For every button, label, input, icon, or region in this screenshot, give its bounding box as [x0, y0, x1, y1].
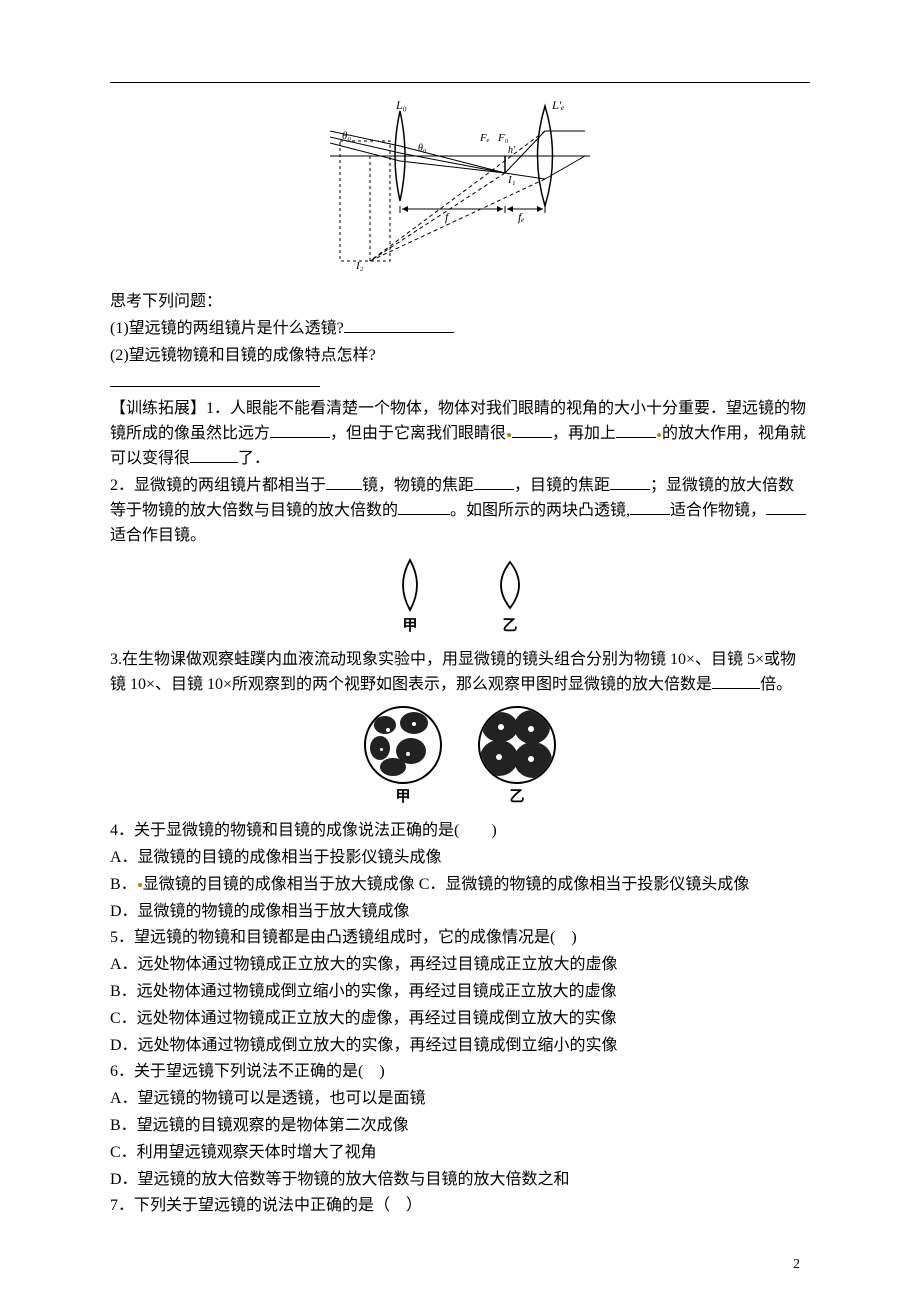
lens-jia: 甲: [388, 557, 432, 638]
label-h: h': [508, 145, 516, 156]
t2f: 适合作物镜，: [670, 502, 766, 519]
blank: [344, 317, 454, 333]
label-Le: L'ₑ: [551, 101, 564, 112]
blank: [616, 422, 656, 438]
train2: 2．显微镜的两组镜片都相当于镜，物镜的焦距，目镜的焦距；显微镜的放大倍数等于物镜…: [110, 474, 810, 549]
t2g: 适合作目镜。: [110, 527, 206, 544]
q7: 7．下列关于望远镜的说法中正确的是（ ）: [110, 1194, 810, 1219]
q3b: 倍。: [760, 676, 792, 693]
blank: [712, 673, 760, 689]
blank: [110, 370, 320, 386]
view-label-jia: 甲: [395, 786, 410, 809]
t2a: 2．显微镜的两组镜片都相当于: [110, 477, 326, 494]
dot-icon: [657, 433, 661, 437]
q4D: D．显微镜的物镜的成像相当于放大镜成像: [110, 900, 810, 925]
blank: [630, 499, 670, 515]
think-heading: 思考下列问题：: [110, 290, 810, 315]
q1-1: (1)望远镜的两组镜片是什么透镜?: [110, 317, 810, 342]
q6D: D．望远镜的放大倍数等于物镜的放大倍数与目镜的放大倍数之和: [110, 1168, 810, 1193]
dot-icon: [138, 883, 142, 887]
telescope-svg: L₀ L'ₑ Fₑ F₀ h' I₁ I₂ θ₀ θ₀ f fₑ: [330, 101, 590, 271]
label-I1: I₁: [507, 174, 516, 186]
view-label-yi: 乙: [509, 786, 524, 809]
blank: [326, 474, 362, 490]
t2b: 镜，物镜的焦距: [362, 477, 474, 494]
blank: [190, 447, 238, 463]
lens-figure: 甲 乙: [110, 557, 810, 638]
t1c: ，再加上: [552, 425, 616, 442]
q5: 5．望远镜的物镜和目镜都是由凸透镜组成时，它的成像情况是( ): [110, 926, 810, 951]
blank: [270, 422, 330, 438]
q1-2-blank-line: [110, 370, 810, 395]
blank: [610, 474, 650, 490]
t2e: 。如图所示的两块凸透镜,: [450, 502, 630, 519]
label-theta0b: θ₀: [418, 143, 427, 154]
view-yi: 乙: [478, 706, 556, 809]
lens-yi: 乙: [488, 557, 532, 638]
top-rule: [110, 82, 810, 83]
q6: 6．关于望远镜下列说法不正确的是( ): [110, 1060, 810, 1085]
q4A: A．显微镜的目镜的成像相当于投影仪镜头成像: [110, 846, 810, 871]
dot-icon: [507, 433, 511, 437]
blank: [766, 499, 806, 515]
train1: 【训练拓展】1．人眼能不能看清楚一个物体，物体对我们眼睛的视角的大小十分重要．望…: [110, 397, 810, 472]
microscope-views: 甲 乙: [110, 706, 810, 809]
lens-label-jia: 甲: [402, 615, 417, 638]
q5D: D．远处物体通过物镜成倒立放大的实像，再经过目镜成倒立缩小的实像: [110, 1034, 810, 1059]
train-label: 【训练拓展】: [110, 400, 206, 417]
label-I2: I₂: [355, 260, 364, 271]
label-F0: F₀: [497, 132, 509, 144]
q1-1-text: (1)望远镜的两组镜片是什么透镜?: [110, 320, 344, 337]
q6A: A．望远镜的物镜可以是透镜，也可以是面镜: [110, 1087, 810, 1112]
q4BC: B． 显微镜的目镜的成像相当于放大镜成像 C．显微镜的物镜的成像相当于投影仪镜头成…: [110, 873, 810, 898]
lens-label-yi: 乙: [502, 615, 517, 638]
q6C: C．利用望远镜观察天体时增大了视角: [110, 1141, 810, 1166]
q3a: 3.在生物课做观察蛙蹼内血液流动现象实验中，用显微镜的镜头组合分别为物镜 10×…: [110, 651, 796, 693]
q5A: A．远处物体通过物镜成正立放大的实像，再经过目镜成正立放大的虚像: [110, 953, 810, 978]
label-L0: L₀: [395, 101, 407, 112]
label-f: f: [445, 210, 450, 224]
page-number: 2: [793, 1254, 800, 1276]
blank: [474, 474, 514, 490]
view-jia: 甲: [364, 706, 442, 809]
q5C: C．远处物体通过物镜成正立放大的虚像，再经过目镜成倒立放大的实像: [110, 1007, 810, 1032]
label-Fe: Fₑ: [479, 132, 490, 144]
document-page: L₀ L'ₑ Fₑ F₀ h' I₁ I₂ θ₀ θ₀ f fₑ 思考下列问题：…: [0, 0, 920, 1302]
t1b: ，但由于它离我们眼睛很: [330, 425, 506, 442]
q4: 4．关于显微镜的物镜和目镜的成像说法正确的是( ): [110, 819, 810, 844]
blank: [398, 499, 450, 515]
telescope-diagram: L₀ L'ₑ Fₑ F₀ h' I₁ I₂ θ₀ θ₀ f fₑ: [110, 101, 810, 280]
t1e: 了．: [238, 450, 270, 467]
q3: 3.在生物课做观察蛙蹼内血液流动现象实验中，用显微镜的镜头组合分别为物镜 10×…: [110, 648, 810, 698]
q5B: B．远处物体通过物镜成倒立缩小的实像，再经过目镜成正立放大的虚像: [110, 980, 810, 1005]
label-fe: fₑ: [518, 210, 524, 224]
q4Bb: 显微镜的目镜的成像相当于放大镜成像 C．显微镜的物镜的成像相当于投影仪镜头成像: [143, 876, 750, 893]
t2c: ，目镜的焦距: [514, 477, 610, 494]
blank: [512, 422, 552, 438]
label-theta0a: θ₀: [342, 130, 351, 142]
q1-2: (2)望远镜物镜和目镜的成像特点怎样?: [110, 344, 810, 369]
q4Ba: B．: [110, 876, 137, 893]
q6B: B．望远镜的目镜观察的是物体第二次成像: [110, 1114, 810, 1139]
